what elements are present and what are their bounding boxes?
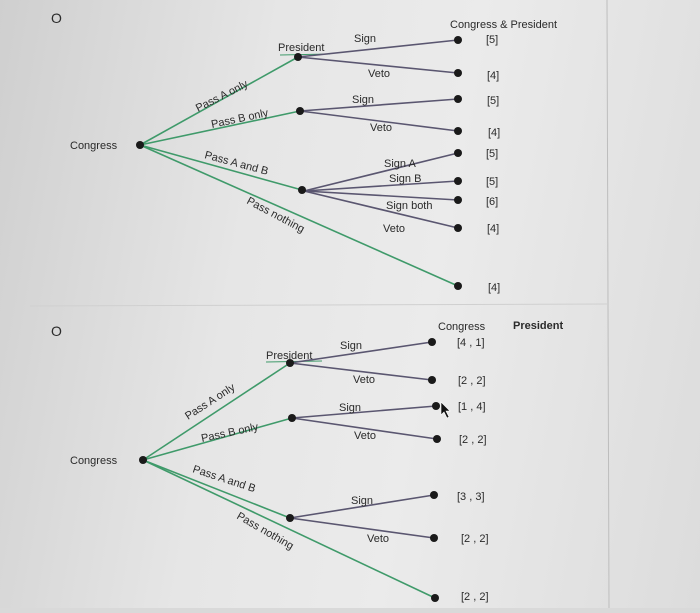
payoff: [5] bbox=[486, 34, 498, 46]
terminal-node bbox=[428, 376, 436, 384]
node bbox=[288, 414, 296, 422]
move-label: Sign B bbox=[389, 173, 421, 185]
root-label: Congress bbox=[70, 455, 118, 467]
node bbox=[298, 186, 306, 194]
terminal-node bbox=[454, 127, 462, 135]
node bbox=[139, 456, 147, 464]
payoff: [6] bbox=[486, 196, 498, 208]
node bbox=[136, 141, 144, 149]
edge-pass-a bbox=[142, 362, 291, 461]
header-president: President bbox=[513, 320, 563, 332]
payoff: [3 , 3] bbox=[457, 491, 485, 503]
divider bbox=[29, 303, 609, 307]
mouse-cursor-icon bbox=[440, 401, 451, 419]
edge bbox=[291, 405, 437, 419]
move-label: Veto bbox=[353, 374, 375, 386]
move-label: Sign bbox=[339, 402, 361, 414]
president-label: President bbox=[278, 42, 324, 54]
terminal-node bbox=[454, 282, 462, 290]
payoff: [2 , 2] bbox=[459, 434, 487, 446]
payoff: [2 , 2] bbox=[461, 591, 489, 603]
payoff: [4] bbox=[487, 70, 499, 82]
payoff: [4] bbox=[487, 223, 499, 235]
edge bbox=[303, 190, 459, 229]
move-label: Veto bbox=[370, 122, 392, 134]
president-label: President bbox=[266, 350, 312, 362]
edge bbox=[303, 180, 459, 192]
payoff: [4 , 1] bbox=[457, 337, 485, 349]
move-label: Pass B only bbox=[210, 107, 270, 131]
payoff: [5] bbox=[487, 95, 499, 107]
terminal-node bbox=[454, 177, 462, 185]
terminal-node bbox=[431, 594, 439, 602]
node bbox=[296, 107, 304, 115]
bullet-1: O bbox=[51, 10, 62, 26]
node bbox=[286, 514, 294, 522]
terminal-node bbox=[454, 196, 462, 204]
payoff: [4] bbox=[488, 282, 500, 294]
edge-pass-b bbox=[139, 110, 301, 146]
node bbox=[294, 53, 302, 61]
move-label: Sign bbox=[340, 340, 362, 352]
node bbox=[286, 359, 294, 367]
edge-pass-a bbox=[139, 56, 299, 146]
terminal-node bbox=[428, 338, 436, 346]
edge bbox=[297, 56, 459, 74]
header-congress: Congress bbox=[438, 321, 486, 333]
payoff: [2 , 2] bbox=[461, 533, 489, 545]
edge bbox=[289, 517, 435, 539]
payoff: [1 , 4] bbox=[458, 401, 486, 413]
terminal-node bbox=[430, 491, 438, 499]
root-label: Congress bbox=[70, 140, 118, 152]
terminal-node bbox=[454, 149, 462, 157]
move-label: Pass B only bbox=[200, 421, 260, 445]
edge-pass-b bbox=[142, 417, 293, 461]
move-label: Sign bbox=[354, 33, 376, 45]
move-label: Pass A only bbox=[194, 78, 251, 115]
edge bbox=[289, 494, 435, 519]
edge bbox=[291, 417, 438, 440]
payoff: [2 , 2] bbox=[458, 375, 486, 387]
terminal-node bbox=[454, 95, 462, 103]
edge bbox=[299, 110, 459, 132]
move-label: Veto bbox=[367, 533, 389, 545]
payoff: [5] bbox=[486, 148, 498, 160]
move-label: Sign bbox=[352, 94, 374, 106]
edge bbox=[303, 190, 459, 201]
edge-pass-nothing bbox=[139, 144, 459, 287]
terminal-node bbox=[454, 36, 462, 44]
terminal-node bbox=[432, 402, 440, 410]
move-label: Sign both bbox=[386, 200, 432, 212]
move-label: Veto bbox=[368, 68, 390, 80]
move-label: Veto bbox=[354, 430, 376, 442]
payoff-header: Congress & President bbox=[450, 19, 557, 31]
top-tree: O Congress & President Congress Presiden… bbox=[51, 10, 557, 294]
edge bbox=[297, 39, 459, 58]
move-label: Sign A bbox=[384, 158, 416, 170]
bullet-2: O bbox=[51, 323, 62, 339]
president-underline bbox=[265, 360, 323, 363]
terminal-node bbox=[454, 224, 462, 232]
payoff: [5] bbox=[486, 176, 498, 188]
edge bbox=[299, 98, 459, 112]
terminal-node bbox=[454, 69, 462, 77]
terminal-node bbox=[430, 534, 438, 542]
move-label: Pass A and B bbox=[203, 149, 269, 178]
edge bbox=[289, 362, 433, 381]
edge-pass-ab bbox=[139, 144, 303, 191]
payoff: [4] bbox=[488, 127, 500, 139]
edge bbox=[303, 152, 459, 192]
edge bbox=[289, 341, 433, 364]
move-label: Veto bbox=[383, 223, 405, 235]
terminal-node bbox=[433, 435, 441, 443]
edge-pass-ab bbox=[142, 459, 291, 519]
bottom-tree: O Congress President Congress President … bbox=[51, 320, 563, 603]
move-label: Sign bbox=[351, 495, 373, 507]
move-label: Pass A and B bbox=[191, 463, 257, 495]
edge-pass-nothing bbox=[142, 459, 436, 599]
